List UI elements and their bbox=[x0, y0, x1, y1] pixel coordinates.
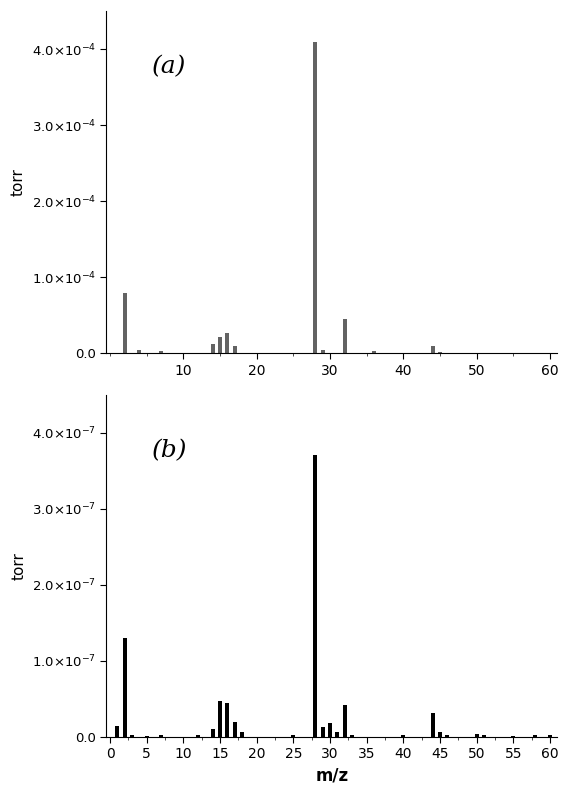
Bar bbox=[314, 41, 317, 353]
Bar bbox=[225, 333, 229, 353]
Bar bbox=[218, 337, 222, 353]
Bar bbox=[328, 724, 332, 737]
Bar bbox=[130, 736, 134, 737]
Bar bbox=[123, 638, 127, 737]
Bar bbox=[225, 703, 229, 737]
Bar bbox=[350, 736, 354, 737]
Bar bbox=[211, 729, 215, 737]
Bar bbox=[233, 346, 237, 353]
Bar bbox=[233, 722, 237, 737]
Bar bbox=[196, 735, 200, 737]
Bar bbox=[218, 701, 222, 737]
Bar bbox=[475, 734, 479, 737]
Bar bbox=[548, 736, 552, 737]
Bar bbox=[211, 345, 215, 353]
Bar bbox=[438, 352, 442, 353]
Bar bbox=[321, 727, 325, 737]
Bar bbox=[430, 712, 435, 737]
Text: (b): (b) bbox=[152, 439, 187, 462]
X-axis label: m/z: m/z bbox=[315, 767, 348, 785]
Y-axis label: torr: torr bbox=[11, 552, 26, 579]
Bar bbox=[115, 725, 119, 737]
Y-axis label: torr: torr bbox=[11, 169, 26, 197]
Bar bbox=[343, 705, 347, 737]
Bar bbox=[401, 735, 405, 737]
Bar bbox=[343, 319, 347, 353]
Bar bbox=[160, 736, 164, 737]
Bar bbox=[123, 293, 127, 353]
Bar bbox=[430, 346, 435, 353]
Bar bbox=[314, 455, 317, 737]
Bar bbox=[372, 351, 376, 353]
Bar bbox=[291, 736, 295, 737]
Bar bbox=[137, 349, 141, 353]
Bar bbox=[438, 732, 442, 737]
Bar bbox=[335, 732, 339, 737]
Bar bbox=[160, 351, 164, 353]
Bar bbox=[240, 732, 244, 737]
Bar bbox=[482, 736, 486, 737]
Bar bbox=[445, 736, 449, 737]
Bar bbox=[321, 349, 325, 353]
Bar bbox=[534, 736, 538, 737]
Text: (a): (a) bbox=[152, 56, 186, 79]
